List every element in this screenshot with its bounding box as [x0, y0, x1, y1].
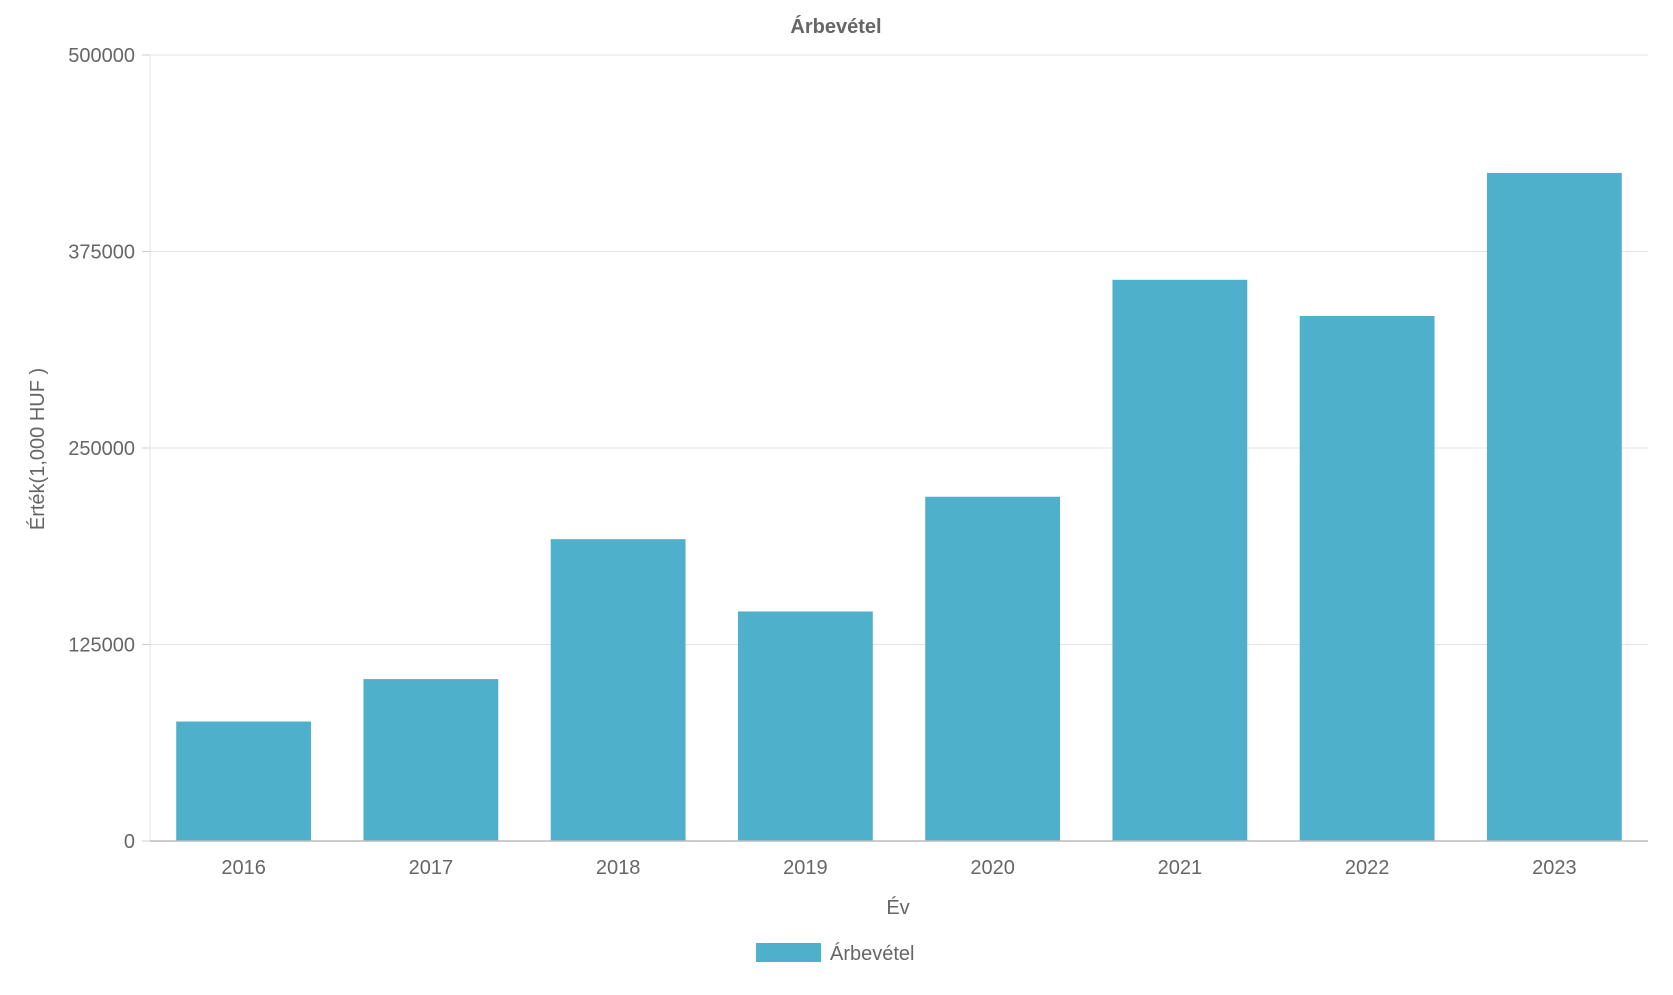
- x-axis-title: Év: [886, 896, 909, 919]
- y-tick-labels: 0 125000 250000 375000 500000: [68, 45, 135, 853]
- y-tick-label: 0: [124, 831, 135, 853]
- bar-2019[interactable]: [737, 611, 873, 841]
- bar-2023[interactable]: [1486, 172, 1622, 841]
- y-axis-title: Érték(1,000 HUF ): [26, 368, 49, 530]
- y-tick-label: 375000: [68, 242, 135, 264]
- legend[interactable]: Árbevétel: [756, 942, 915, 965]
- x-tick-label: 2017: [409, 857, 454, 879]
- bars: [176, 172, 1622, 841]
- bar-2020[interactable]: [925, 496, 1061, 841]
- x-tick-label: 2018: [596, 857, 641, 879]
- y-tick-label: 500000: [68, 45, 135, 67]
- bar-2021[interactable]: [1112, 279, 1248, 841]
- x-tick-label: 2016: [221, 857, 266, 879]
- legend-swatch: [756, 943, 821, 962]
- y-tick-label: 250000: [68, 438, 135, 460]
- x-tick-label: 2020: [970, 857, 1015, 879]
- bar-2017[interactable]: [363, 679, 499, 841]
- bar-2022[interactable]: [1299, 315, 1435, 841]
- x-tick-label: 2022: [1345, 857, 1390, 879]
- y-tick-label: 125000: [68, 635, 135, 657]
- axes: [149, 55, 1648, 842]
- x-tick-label: 2023: [1532, 857, 1577, 879]
- bar-2018[interactable]: [550, 539, 686, 841]
- x-tick-labels: 2016 2017 2018 2019 2020 2021 2022 2023: [221, 857, 1576, 879]
- x-tick-label: 2021: [1158, 857, 1203, 879]
- x-tick-label: 2019: [783, 857, 828, 879]
- bar-2016[interactable]: [176, 721, 312, 841]
- legend-label: Árbevétel: [830, 942, 915, 965]
- chart-title: Árbevétel: [790, 15, 881, 38]
